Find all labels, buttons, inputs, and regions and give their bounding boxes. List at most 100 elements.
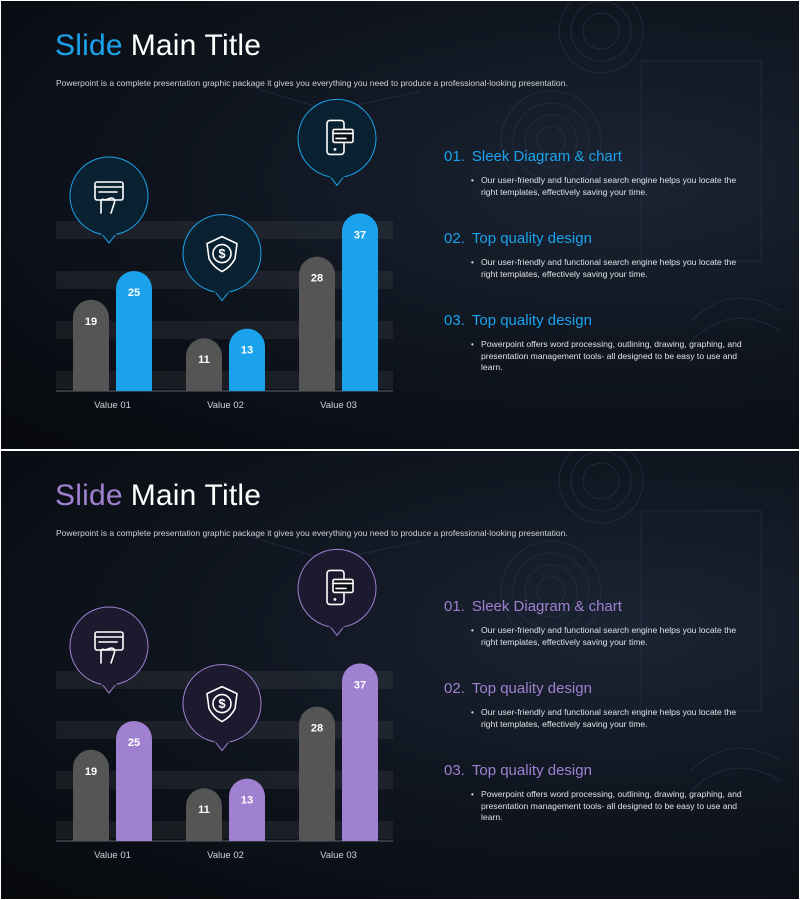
card-hand-icon-bubble	[69, 606, 149, 694]
feature-title-text: Sleek Diagram & chart	[471, 148, 622, 165]
phone-card-icon-bubble	[297, 98, 377, 187]
bubble-pointer-mask	[329, 173, 345, 178]
feature-description-text: Powerpoint offers word processing, outli…	[481, 339, 742, 372]
card-hand-icon	[94, 181, 124, 214]
slide-1: Slide Main Title Powerpoint is a complete…	[1, 1, 799, 449]
title-accent-word: Slide	[55, 29, 123, 62]
icon-glyph: $	[218, 246, 226, 261]
feature-item-2: 02. Top quality design • Our user-friendly…	[444, 230, 764, 280]
bubble-pointer-mask	[214, 288, 230, 293]
bar-chart: 19 25 Value 01 11 13 Value 02 $28 37 Value 03	[56, 98, 393, 411]
bubble-pointer	[101, 683, 117, 694]
card-hand-icon-bubble	[69, 156, 149, 244]
feature-title: 01. Sleek Diagram & chart	[444, 598, 764, 615]
feature-description-text: Our user-friendly and functional search …	[481, 625, 737, 647]
feature-title: 03. Top quality design	[444, 762, 764, 779]
feature-description: • Powerpoint offers word processing, outl…	[471, 339, 749, 374]
title-rest: Main Title	[130, 29, 262, 62]
title-accent-word: Slide	[55, 479, 123, 512]
bar	[229, 778, 265, 841]
icon-part	[94, 631, 124, 651]
bar-value-label: 28	[311, 723, 323, 735]
bar-value-label: 37	[354, 229, 366, 241]
category-label: Value 02	[207, 850, 244, 861]
slide-2: Slide Main Title Powerpoint is a complete…	[1, 451, 799, 899]
bullet-icon: •	[471, 626, 474, 635]
bubble-pointer	[329, 626, 345, 637]
feature-title-text: Sleek Diagram & chart	[471, 598, 622, 615]
feature-description: • Our user-friendly and functional search…	[471, 625, 749, 648]
phone-card-icon-bubble	[297, 548, 377, 637]
icon-part	[333, 598, 337, 601]
icon-bubble	[69, 156, 149, 236]
icon-part	[212, 243, 232, 264]
feature-description: • Powerpoint offers word processing, outl…	[471, 789, 749, 824]
icon-glyph: $	[218, 696, 226, 711]
category-label: Value 01	[94, 850, 131, 861]
bar	[73, 299, 109, 391]
feature-title-text: Top quality design	[471, 680, 592, 697]
bar	[186, 788, 222, 841]
bubble-pointer	[329, 176, 345, 187]
feature-item-3: 03. Top quality design • Powerpoint offers…	[444, 762, 764, 824]
feature-number: 02.	[444, 230, 465, 247]
bar	[299, 256, 335, 391]
feature-description: • Our user-friendly and functional search…	[471, 707, 749, 730]
icon-part	[332, 578, 354, 594]
title-rest: Main Title	[130, 479, 262, 512]
feature-item-2: 02. Top quality design • Our user-friendly…	[444, 680, 764, 730]
feature-description-text: Powerpoint offers word processing, outli…	[481, 789, 742, 822]
bar-value-label: 19	[85, 766, 97, 778]
shield-dollar-icon: $	[206, 685, 238, 723]
phone-card-icon	[326, 569, 354, 606]
bar-value-label: 25	[128, 287, 140, 299]
shield-dollar-icon-bubble: $	[182, 664, 262, 752]
bar-value-label: 37	[354, 679, 366, 691]
slide-subtitle: Powerpoint is a complete presentation gr…	[56, 78, 568, 88]
phone-card-icon	[326, 119, 354, 156]
feature-number: 02.	[444, 680, 465, 697]
bar	[116, 271, 152, 391]
bubble-pointer	[214, 741, 230, 752]
slide-title: Slide Main Title	[55, 479, 261, 513]
bar	[73, 749, 109, 841]
feature-description: • Our user-friendly and functional search…	[471, 257, 749, 280]
feature-description: • Our user-friendly and functional search…	[471, 175, 749, 198]
feature-number: 01.	[444, 148, 465, 165]
bullet-icon: •	[471, 258, 474, 267]
card-hand-icon	[94, 631, 124, 664]
category-label: Value 01	[94, 400, 131, 411]
bubble-pointer-mask	[101, 681, 117, 685]
bar-value-label: 19	[85, 316, 97, 328]
icon-part	[100, 197, 116, 214]
feature-title: 02. Top quality design	[444, 680, 764, 697]
category-label: Value 03	[320, 400, 357, 411]
category-label: Value 03	[320, 850, 357, 861]
icon-part	[212, 693, 232, 714]
bar	[342, 213, 378, 391]
feature-description-text: Our user-friendly and functional search …	[481, 175, 737, 197]
bar	[342, 663, 378, 841]
icon-part	[206, 235, 238, 273]
bar	[116, 721, 152, 841]
feature-title: 03. Top quality design	[444, 312, 764, 329]
icon-part	[333, 148, 337, 151]
bubble-pointer-mask	[329, 623, 345, 628]
shield-dollar-icon-bubble: $	[182, 214, 262, 302]
icon-bubble	[69, 606, 149, 686]
bar-value-label: 13	[241, 345, 253, 357]
feature-item-1: 01. Sleek Diagram & chart • Our user-frien…	[444, 148, 764, 198]
feature-number: 03.	[444, 312, 465, 329]
bubble-pointer-mask	[101, 231, 117, 235]
bar	[186, 338, 222, 391]
bullet-icon: •	[471, 340, 474, 349]
feature-description-text: Our user-friendly and functional search …	[481, 707, 737, 729]
bubble-pointer	[101, 233, 117, 244]
bullet-icon: •	[471, 176, 474, 185]
feature-number: 01.	[444, 598, 465, 615]
icon-part	[94, 181, 124, 201]
bar-value-label: 11	[198, 354, 210, 366]
bar-value-label: 28	[311, 273, 323, 285]
feature-number: 03.	[444, 762, 465, 779]
bullet-icon: •	[471, 708, 474, 717]
